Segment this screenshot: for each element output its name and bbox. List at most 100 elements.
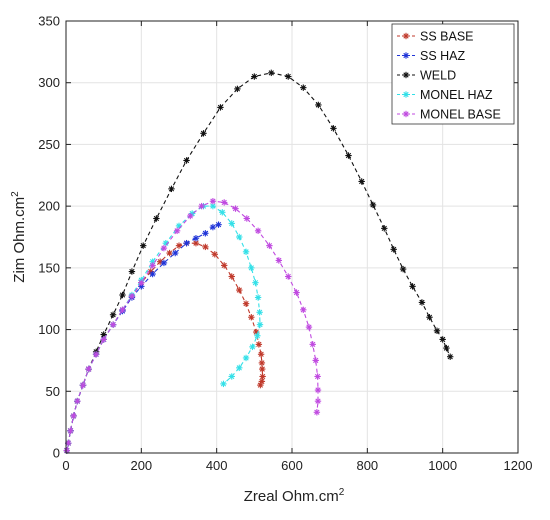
- data-point-weld: [200, 130, 207, 137]
- data-point-monel-base: [309, 341, 316, 348]
- data-point-weld: [358, 178, 365, 185]
- data-point-weld: [234, 85, 241, 93]
- legend-label-weld: WELD: [420, 69, 456, 83]
- data-point-monel-haz: [249, 343, 256, 351]
- data-point-monel-haz: [248, 264, 255, 272]
- data-point-monel-haz: [242, 354, 250, 362]
- y-axis-label: Zim Ohm.cm2: [10, 191, 28, 283]
- data-point-monel-haz: [252, 279, 259, 286]
- data-point-ss-haz: [149, 270, 156, 278]
- data-point-monel-base: [85, 365, 92, 373]
- data-point-monel-base: [312, 357, 319, 364]
- legend: SS BASE SS HAZ WELD MONEL HAZ MONEL BASE: [391, 23, 515, 125]
- data-point-weld: [433, 327, 441, 335]
- data-point-ss-base: [236, 286, 243, 294]
- data-point-monel-base: [67, 427, 74, 434]
- data-point-weld: [447, 353, 454, 360]
- y-tick-label: 150: [38, 260, 60, 275]
- data-point-monel-base: [74, 397, 81, 405]
- data-point-monel-base: [63, 447, 70, 454]
- x-tick-label: 800: [356, 458, 378, 473]
- data-point-monel-base: [79, 381, 87, 389]
- data-point-weld: [109, 311, 117, 318]
- data-point-weld: [369, 201, 377, 209]
- y-tick-label: 100: [38, 322, 60, 337]
- data-point-ss-haz: [202, 230, 209, 237]
- y-tick-label: 300: [38, 75, 60, 90]
- data-point-monel-base: [187, 212, 194, 220]
- data-point-monel-base: [314, 373, 321, 380]
- x-tick-label: 1000: [428, 458, 457, 473]
- data-point-monel-base: [254, 227, 262, 235]
- data-point-weld: [330, 125, 337, 132]
- data-point-monel-haz: [254, 332, 261, 339]
- data-point-monel-haz: [228, 373, 235, 380]
- data-point-monel-base: [285, 273, 292, 280]
- data-point-weld: [345, 152, 352, 159]
- data-point-monel-base: [232, 205, 239, 212]
- data-point-monel-haz: [242, 248, 250, 256]
- data-point-monel-base: [109, 321, 117, 328]
- y-axis-label-text: Zim Ohm.cm: [11, 197, 28, 283]
- data-point-weld: [409, 283, 416, 290]
- data-point-monel-base: [209, 198, 217, 205]
- data-point-monel-base: [275, 257, 283, 264]
- legend-entry-weld: WELD: [397, 69, 456, 83]
- data-point-monel-base: [243, 215, 250, 222]
- data-point-ss-base: [175, 242, 183, 249]
- data-point-monel-base: [138, 279, 145, 286]
- data-point-monel-base: [293, 289, 300, 296]
- data-point-ss-base: [221, 262, 228, 269]
- data-point-ss-haz: [183, 239, 190, 247]
- legend-entry-monel-haz: MONEL HAZ: [397, 88, 493, 102]
- x-axis-label-text: Zreal Ohm.cm: [244, 488, 339, 505]
- x-axis-label-superscript: 2: [339, 487, 345, 498]
- legend-marker-weld: [402, 71, 410, 79]
- legend-box: [391, 23, 515, 125]
- data-point-monel-haz: [254, 294, 262, 301]
- ticks: 0 200 400 600 800 1000 1200 0 50 100 150 200 250 300 3…: [38, 14, 532, 474]
- data-point-monel-haz: [236, 233, 243, 241]
- data-point-monel-base: [300, 306, 307, 314]
- data-point-monel-base: [266, 242, 273, 249]
- data-point-monel-base: [100, 336, 107, 343]
- series-layer: [63, 69, 454, 454]
- data-point-ss-haz: [172, 249, 179, 257]
- data-point-weld: [381, 225, 388, 232]
- data-point-weld: [426, 314, 433, 321]
- data-point-weld: [399, 265, 407, 273]
- y-axis-label-superscript: 2: [10, 191, 21, 197]
- data-point-ss-base: [258, 359, 266, 367]
- data-point-monel-base: [314, 386, 322, 394]
- data-point-weld: [390, 246, 397, 253]
- data-point-monel-base: [119, 306, 126, 314]
- legend-entry-ss-base: SS BASE: [397, 30, 474, 44]
- data-point-monel-haz: [219, 209, 226, 216]
- data-point-ss-base: [255, 341, 263, 348]
- data-point-weld: [268, 69, 275, 77]
- data-point-monel-base: [314, 397, 322, 405]
- data-point-monel-haz: [236, 364, 243, 372]
- data-point-ss-haz: [160, 259, 168, 267]
- y-tick-label: 350: [38, 14, 60, 29]
- data-point-monel-base: [221, 199, 228, 206]
- data-point-ss-base: [259, 365, 266, 373]
- legend-label-monel-base: MONEL BASE: [420, 108, 501, 122]
- x-tick-label: 200: [130, 458, 152, 473]
- data-point-ss-haz: [209, 223, 217, 231]
- data-point-weld: [418, 299, 426, 306]
- legend-label-ss-base: SS BASE: [420, 30, 474, 44]
- data-point-monel-haz: [256, 321, 264, 328]
- data-point-ss-base: [257, 381, 264, 389]
- y-tick-label: 200: [38, 199, 60, 214]
- data-point-weld: [300, 84, 307, 91]
- data-point-ss-base: [248, 314, 255, 321]
- legend-entry-ss-haz: SS HAZ: [397, 49, 466, 63]
- legend-marker-ss-haz: [402, 52, 410, 59]
- data-point-weld: [217, 104, 224, 111]
- legend-label-ss-haz: SS HAZ: [420, 49, 466, 63]
- y-tick-label: 50: [46, 384, 60, 399]
- y-tick-label: 0: [53, 446, 60, 461]
- legend-label-monel-haz: MONEL HAZ: [420, 88, 493, 102]
